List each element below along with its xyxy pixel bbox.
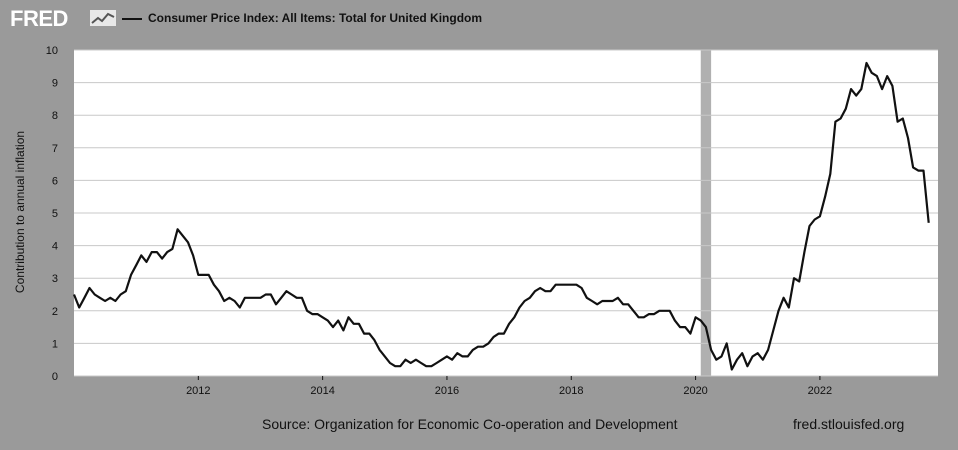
y-tick-10: 10 xyxy=(46,45,58,57)
series-line-0 xyxy=(72,61,930,371)
series-lines xyxy=(72,61,930,371)
x-tick-2022: 2022 xyxy=(808,385,832,397)
x-tick-2016: 2016 xyxy=(435,385,459,397)
fred-logo: FRED xyxy=(10,6,68,31)
chart-title: Consumer Price Index: All Items: Total f… xyxy=(148,11,483,25)
x-tick-2014: 2014 xyxy=(310,385,334,397)
y-tick-7: 7 xyxy=(52,143,58,155)
source-text: Source: Organization for Economic Co-ope… xyxy=(262,416,678,432)
y-tick-6: 6 xyxy=(52,175,58,187)
site-link[interactable]: fred.stlouisfed.org xyxy=(793,416,905,432)
gridlines xyxy=(74,49,938,380)
x-tick-2012: 2012 xyxy=(186,385,210,397)
y-tick-8: 8 xyxy=(52,110,58,122)
y-tick-labels: 0 1 2 3 4 5 6 7 8 9 10 xyxy=(46,45,58,383)
x-tick-labels: 2012 2014 2016 2018 2020 2022 xyxy=(186,385,832,397)
y-tick-5: 5 xyxy=(52,208,58,220)
y-tick-9: 9 xyxy=(52,78,58,90)
y-tick-2: 2 xyxy=(52,306,58,318)
y-tick-3: 3 xyxy=(52,273,58,285)
y-tick-1: 1 xyxy=(52,338,58,350)
x-tick-2020: 2020 xyxy=(683,385,707,397)
chart-logo-icon xyxy=(90,10,116,26)
y-axis-label: Contribution to annual inflation xyxy=(13,131,27,293)
legend-line xyxy=(122,18,142,20)
y-tick-0: 0 xyxy=(52,371,58,383)
x-tick-2018: 2018 xyxy=(559,385,583,397)
chart: 0 1 2 3 4 5 6 7 8 9 10 2012 2014 2016 2018 2020 2022 Co… xyxy=(13,45,938,397)
y-tick-4: 4 xyxy=(52,241,58,253)
